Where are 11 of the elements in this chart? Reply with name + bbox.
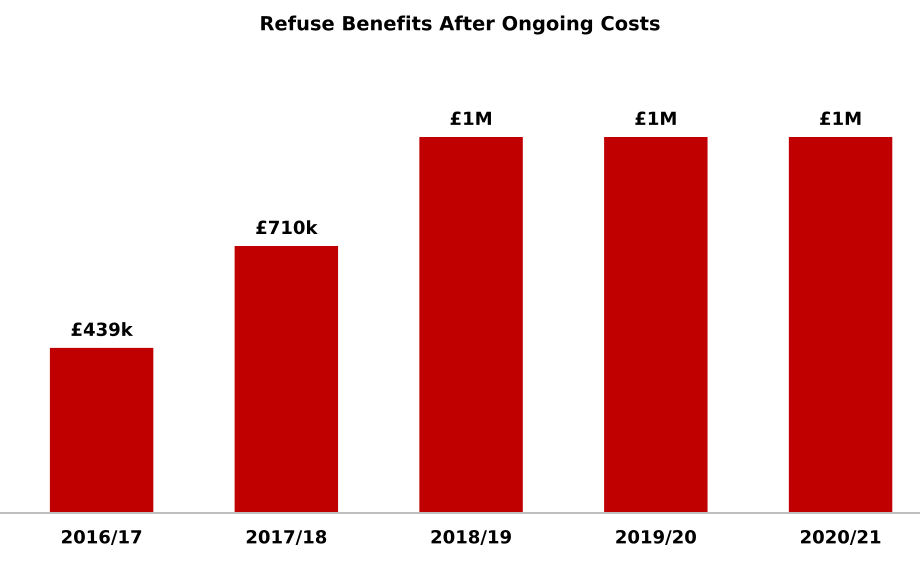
x-tick-label: 2019/20 <box>616 530 696 546</box>
x-tick-label: 2020/21 <box>801 530 880 546</box>
data-label: £1M <box>820 112 860 125</box>
chart-title: Refuse Benefits After Ongoing Costs <box>261 16 660 34</box>
data-label: £1M <box>635 112 676 125</box>
x-tick-label: 2017/18 <box>246 530 326 546</box>
x-tick-label: 2018/19 <box>432 530 511 546</box>
data-label: £1M <box>450 112 491 125</box>
x-tick-label: 2016/17 <box>62 530 142 546</box>
data-label: £710k <box>256 220 318 234</box>
data-label: £439k <box>72 322 134 336</box>
